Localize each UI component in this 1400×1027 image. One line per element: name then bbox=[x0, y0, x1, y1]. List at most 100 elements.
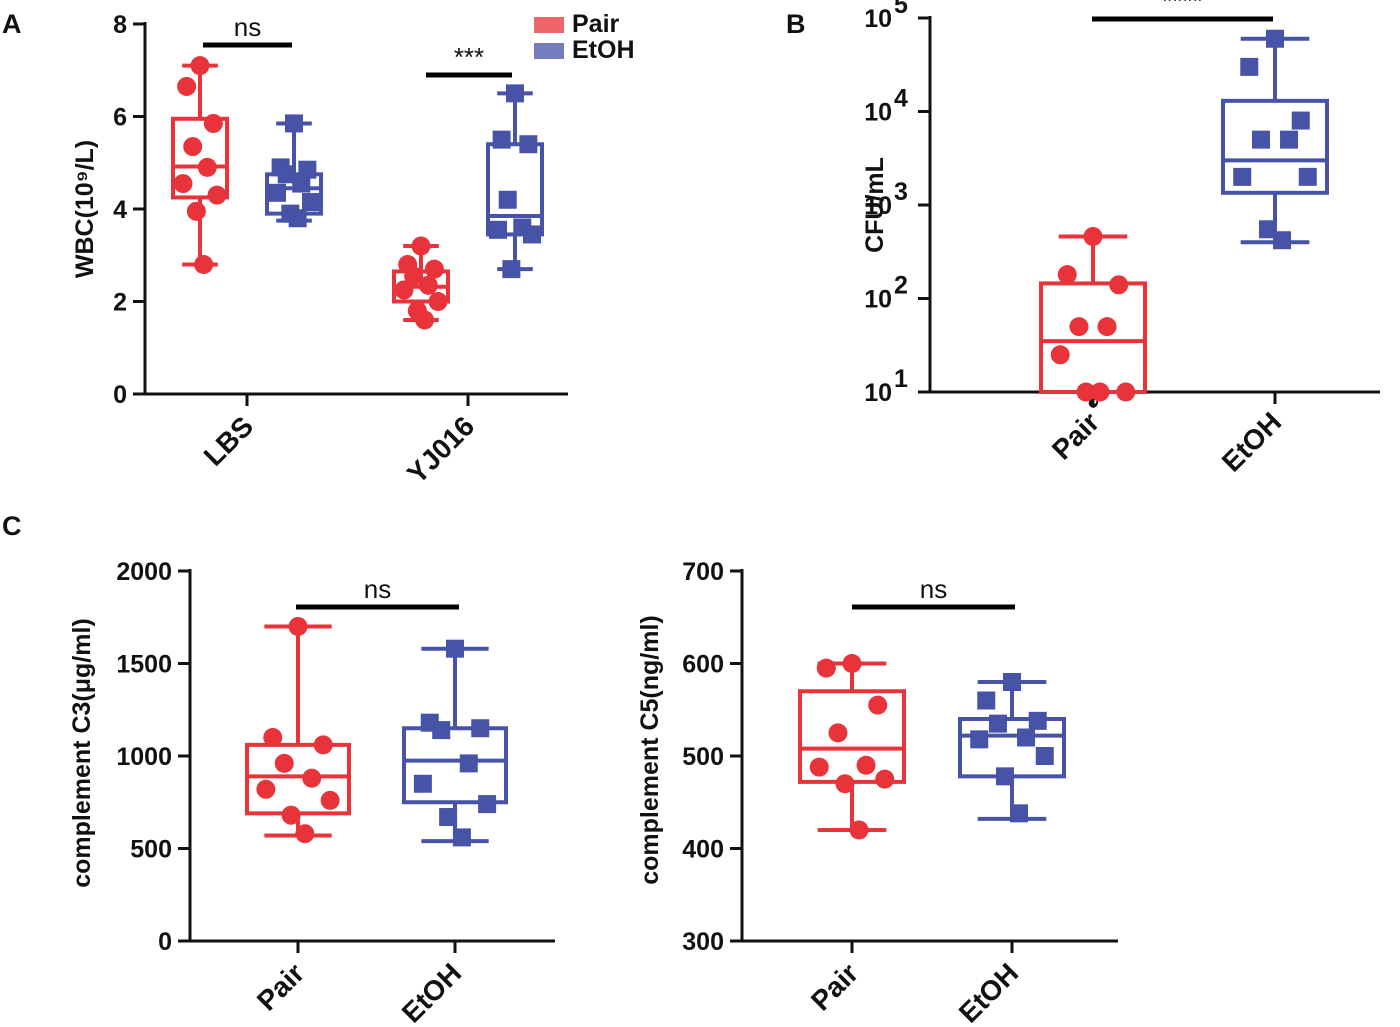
c3-pair-point-1 bbox=[263, 728, 283, 747]
a-pair-yj016-point-0 bbox=[411, 236, 431, 256]
a-pair-yj016-point-8 bbox=[415, 310, 435, 330]
c5-pair-point-7 bbox=[835, 774, 855, 794]
b-y-tick-exp-2: 3 bbox=[894, 178, 908, 206]
c5-etoh-point-5 bbox=[970, 730, 989, 749]
b-pair-point-6 bbox=[1116, 382, 1136, 402]
b-etoh-point-4 bbox=[1280, 130, 1299, 149]
panel-c-label: C bbox=[2, 511, 22, 541]
b-y-tick-label-1: 10 bbox=[864, 286, 892, 314]
c5-pair-point-1 bbox=[816, 658, 836, 678]
b-pair-point-4 bbox=[1097, 317, 1117, 337]
a-etoh-lbs-point-2 bbox=[298, 160, 317, 179]
c3-y-tick-label-4: 2000 bbox=[116, 558, 172, 586]
c3-etoh-point-5 bbox=[413, 774, 432, 793]
panel-c5-chart: 300 400 500 600 700 complement C5(ng/ml) Pair E… bbox=[636, 558, 1118, 1027]
a-pair-lbs-point-0 bbox=[190, 56, 210, 76]
a-lbs-sig-label: ns bbox=[234, 12, 261, 42]
c3-y-tick-label-3: 1500 bbox=[116, 651, 172, 679]
a-pair-lbs-point-5 bbox=[173, 174, 193, 194]
b-etoh-point-8 bbox=[1273, 231, 1292, 250]
b-pair-box bbox=[1039, 281, 1147, 394]
a-yj016-sig-label: *** bbox=[454, 42, 484, 72]
b-sig-label: **** bbox=[1162, 0, 1202, 16]
c5-y-tick-label-1: 400 bbox=[682, 836, 724, 864]
b-y-axis-label: CFU/mL bbox=[861, 157, 889, 253]
b-pair-point-2 bbox=[1109, 275, 1129, 295]
a-y-tick-label-0: 0 bbox=[113, 381, 127, 409]
c3-x-tick-label-0: Pair bbox=[251, 957, 310, 1016]
c5-pair-point-6 bbox=[875, 769, 895, 789]
c3-etoh-point-3 bbox=[432, 721, 451, 740]
c3-x-tick-label-1: EtOH bbox=[396, 957, 467, 1027]
c3-pair-point-5 bbox=[256, 779, 276, 799]
b-etoh-box bbox=[1221, 98, 1329, 195]
a-pair-yj016-point-5 bbox=[394, 280, 414, 300]
a-x-label-group-0: LBS bbox=[198, 410, 260, 472]
a-pair-lbs-point-1 bbox=[177, 76, 197, 96]
a-etoh-yj016-point-1 bbox=[492, 130, 511, 149]
a-etoh-lbs-point-5 bbox=[267, 183, 286, 202]
a-etoh-yj016-point-6 bbox=[523, 225, 542, 244]
panel-c3-chart: C 0 500 1000 1500 2000 complement C3(μg/ml) Pai… bbox=[2, 511, 555, 1027]
c3-etoh-point-7 bbox=[439, 808, 458, 827]
c5-pair-point-3 bbox=[828, 723, 848, 743]
b-y-tick-label-0: 10 bbox=[864, 379, 892, 407]
a-etoh-yj016-point-5 bbox=[488, 220, 507, 239]
c3-y-tick-label-2: 1000 bbox=[116, 743, 172, 771]
c5-pair-point-2 bbox=[868, 695, 888, 715]
c3-pair-point-6 bbox=[320, 790, 340, 810]
a-pair-yj016-point-4 bbox=[418, 275, 438, 295]
a-etoh-yj016-point-0 bbox=[506, 84, 524, 103]
a-pair-yj016-point-3 bbox=[404, 266, 424, 286]
b-y-tick-exp-0: 1 bbox=[894, 365, 908, 393]
c5-etoh-point-6 bbox=[1035, 747, 1054, 765]
c3-sig-label: ns bbox=[364, 574, 391, 604]
a-y-axis-label: WBC(10⁹/L) bbox=[71, 140, 99, 278]
b-x-tick-label-0: Pair bbox=[1046, 406, 1105, 465]
a-pair-yj016-point-6 bbox=[428, 292, 448, 311]
c3-etoh-point-4 bbox=[459, 754, 478, 773]
b-y-tick-exp-1: 2 bbox=[894, 272, 908, 300]
b-x-tick-label-1: EtOH bbox=[1216, 406, 1287, 477]
b-etoh-point-2 bbox=[1291, 111, 1310, 130]
a-etoh-yj016-point-7 bbox=[502, 260, 521, 279]
c5-etoh-point-8 bbox=[1010, 804, 1029, 823]
c5-x-label-group-0: Pair bbox=[805, 957, 864, 1016]
b-pair-point-7 bbox=[1076, 382, 1096, 402]
b-etoh-point-6 bbox=[1298, 167, 1317, 186]
c5-etoh-point-1 bbox=[977, 691, 996, 710]
b-etoh-point-7 bbox=[1258, 220, 1277, 239]
c5-y-tick-label-4: 700 bbox=[682, 558, 724, 586]
a-y-tick-label-2: 4 bbox=[113, 196, 127, 224]
c3-pair-point-8 bbox=[295, 824, 315, 844]
c5-etoh-point-2 bbox=[1028, 711, 1047, 730]
c5-pair-point-5 bbox=[809, 757, 829, 777]
c3-pair-point-0 bbox=[288, 617, 308, 636]
b-y-tick-label-2: 10 bbox=[864, 192, 892, 220]
b-pair-point-0 bbox=[1083, 227, 1103, 247]
a-pair-lbs-point-2 bbox=[203, 113, 223, 133]
c5-y-tick-label-3: 600 bbox=[682, 651, 724, 679]
c3-pair-point-3 bbox=[274, 753, 294, 773]
b-pair-point-1 bbox=[1057, 265, 1077, 285]
c3-y-axis-label: complement C3(μg/ml) bbox=[68, 618, 96, 888]
a-etoh-lbs-point-8 bbox=[288, 209, 307, 228]
a-y-tick-label-3: 6 bbox=[113, 104, 127, 132]
a-pair-lbs-point-7 bbox=[186, 201, 206, 221]
b-etoh-point-3 bbox=[1251, 130, 1270, 149]
a-pair-lbs-point-6 bbox=[207, 185, 227, 205]
c5-etoh-point-7 bbox=[995, 767, 1014, 786]
c5-y-axis-label: complement C5(ng/ml) bbox=[636, 615, 664, 884]
a-y-tick-label-1: 2 bbox=[113, 289, 127, 317]
b-pair-point-3 bbox=[1069, 317, 1089, 337]
a-x-label-group-1: YJ016 bbox=[401, 410, 480, 489]
c3-etoh-point-8 bbox=[452, 828, 471, 847]
b-pair-point-8 bbox=[1090, 382, 1110, 402]
b-y-tick-exp-3: 4 bbox=[894, 85, 908, 113]
c3-etoh-point-6 bbox=[478, 795, 497, 814]
c3-etoh-point-0 bbox=[446, 639, 464, 658]
